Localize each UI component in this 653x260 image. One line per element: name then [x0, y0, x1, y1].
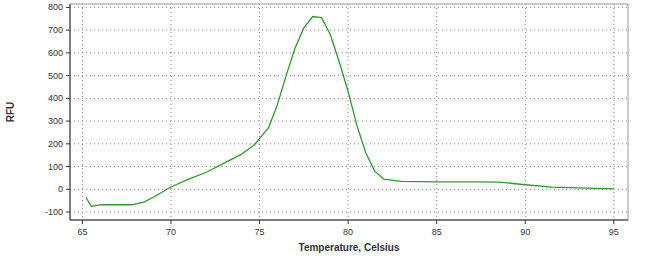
y-tick-label: 100: [48, 162, 63, 172]
y-tick: [66, 143, 70, 144]
x-axis-line: [70, 220, 628, 221]
x-tick: [348, 220, 349, 224]
y-tick: [66, 75, 70, 76]
y-tick: [66, 189, 70, 190]
grid-line-x: [348, 4, 349, 220]
x-tick-label: 90: [520, 227, 530, 237]
grid-line-x: [259, 4, 260, 220]
grid-line-y: [70, 143, 628, 144]
y-tick-label: 800: [48, 2, 63, 12]
y-tick-label: 600: [48, 48, 63, 58]
y-tick-label: 0: [58, 184, 63, 194]
grid-line-y: [70, 166, 628, 167]
y-tick: [66, 52, 70, 53]
y-tick: [66, 7, 70, 8]
grid-line-y: [70, 75, 628, 76]
y-tick: [66, 98, 70, 99]
y-tick: [66, 166, 70, 167]
grid-line-x: [82, 4, 83, 220]
y-tick-label: 500: [48, 71, 63, 81]
x-tick-label: 70: [166, 227, 176, 237]
melt-curve: [86, 17, 614, 207]
y-tick-label: 300: [48, 116, 63, 126]
y-tick-label: 400: [48, 93, 63, 103]
grid-line-x: [436, 4, 437, 220]
x-tick-label: 75: [255, 227, 265, 237]
x-tick: [170, 220, 171, 224]
grid-line-y: [70, 7, 628, 8]
x-tick: [82, 220, 83, 224]
grid-line-y: [70, 52, 628, 53]
x-tick-label: 85: [432, 227, 442, 237]
y-tick-label: 700: [48, 25, 63, 35]
grid-line-y: [70, 212, 628, 213]
grid-line-y: [70, 98, 628, 99]
y-tick-label: 200: [48, 139, 63, 149]
x-tick-label: 65: [77, 227, 87, 237]
x-axis-title: Temperature, Celsius: [299, 242, 400, 253]
y-axis-line: [70, 4, 71, 220]
y-tick: [66, 30, 70, 31]
y-tick-label: -100: [45, 207, 63, 217]
x-tick: [259, 220, 260, 224]
y-tick: [66, 212, 70, 213]
series-group: [86, 17, 614, 207]
x-tick: [525, 220, 526, 224]
x-tick: [613, 220, 614, 224]
y-axis-title: RFU: [5, 102, 16, 123]
grid-line-x: [613, 4, 614, 220]
x-tick-label: 95: [609, 227, 619, 237]
plot-frame: [70, 4, 628, 220]
grid-line-y: [70, 189, 628, 190]
x-tick: [436, 220, 437, 224]
x-tick-label: 80: [343, 227, 353, 237]
y-tick: [66, 121, 70, 122]
grid-line-y: [70, 121, 628, 122]
grid-line-y: [70, 30, 628, 31]
grid-line-x: [525, 4, 526, 220]
chart: 65 70 75 80 85 90 95 -100 0 100 200 300 400 500 600 700…: [0, 0, 653, 260]
